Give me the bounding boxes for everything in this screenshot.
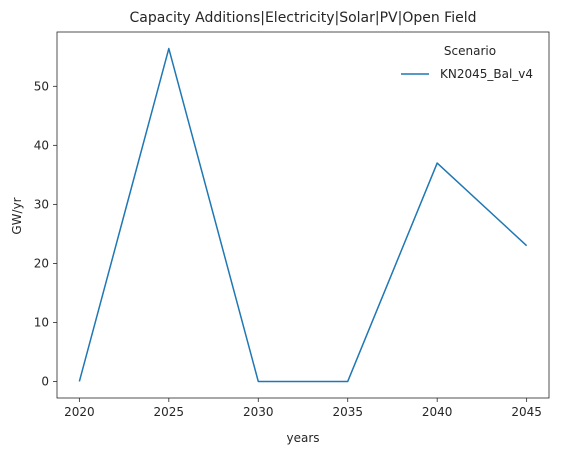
y-axis: 0 10 20 30 40 50	[34, 79, 57, 388]
y-tick-label: 20	[34, 256, 49, 270]
y-tick-label: 10	[34, 315, 49, 329]
x-axis-label: years	[286, 431, 319, 445]
x-axis: 2020 2025 2030 2035 2040 2045	[64, 398, 542, 419]
y-tick-label: 0	[41, 374, 49, 388]
plot-frame	[56, 31, 550, 399]
x-tick-label: 2030	[243, 405, 274, 419]
y-tick-label: 40	[34, 138, 49, 152]
legend: Scenario KN2045_Bal_v4	[401, 44, 533, 81]
series-layer	[78, 47, 528, 383]
x-tick-label: 2045	[511, 405, 542, 419]
plot-area	[56, 31, 550, 399]
legend-entry-label: KN2045_Bal_v4	[440, 67, 533, 81]
series-line	[78, 47, 528, 383]
x-tick-label: 2025	[154, 405, 185, 419]
legend-title: Scenario	[444, 44, 496, 58]
y-tick-label: 50	[34, 79, 49, 93]
chart-title: Capacity Additions|Electricity|Solar|PV|…	[130, 10, 477, 26]
y-axis-label: GW/yr	[10, 197, 24, 234]
x-tick-label: 2020	[64, 405, 95, 419]
y-tick-label: 30	[34, 197, 49, 211]
x-tick-label: 2035	[332, 405, 363, 419]
x-tick-label: 2040	[422, 405, 453, 419]
